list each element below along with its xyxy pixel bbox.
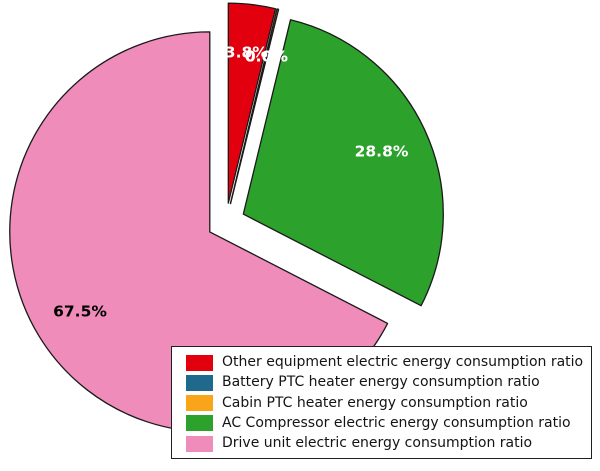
legend-item-battery-ptc: Battery PTC heater energy consumption ra… (186, 373, 583, 392)
legend-swatch-cabin-ptc (186, 395, 213, 411)
pie-slice-3 (242, 19, 444, 307)
legend-label-other-equipment: Other equipment electric energy consumpt… (222, 354, 584, 370)
legend-label-battery-ptc: Battery PTC heater energy consumption ra… (222, 374, 540, 391)
pie-slice-0 (227, 2, 277, 204)
pct-label-3: 28.8% (355, 143, 409, 161)
legend-swatch-drive-unit (186, 435, 213, 452)
pct-label-4: 67.5% (53, 303, 107, 321)
legend-item-ac-compressor: AC Compressor electric energy consumptio… (186, 414, 583, 433)
legend-swatch-other-equipment (186, 354, 213, 371)
pie-slice-2 (229, 8, 280, 205)
pct-label-2: 0.0% (245, 47, 288, 65)
legend-item-other-equipment: Other equipment electric energy consumpt… (186, 353, 583, 372)
pct-label-0: 3.8% (225, 44, 268, 62)
legend-swatch-battery-ptc (186, 374, 213, 391)
legend-box: Other equipment electric energy consumpt… (171, 346, 592, 459)
legend-label-ac-compressor: AC Compressor electric energy consumptio… (222, 414, 571, 431)
legend-item-cabin-ptc: Cabin PTC heater energy consumption rati… (186, 394, 583, 413)
legend-item-drive-unit: Drive unit electric energy consumption r… (186, 434, 583, 453)
legend-label-cabin-ptc: Cabin PTC heater energy consumption rati… (222, 394, 528, 411)
pct-label-1: 0.0% (245, 47, 288, 65)
legend-label-drive-unit: Drive unit electric energy consumption r… (222, 435, 533, 451)
legend-swatch-ac-compressor (186, 415, 213, 432)
